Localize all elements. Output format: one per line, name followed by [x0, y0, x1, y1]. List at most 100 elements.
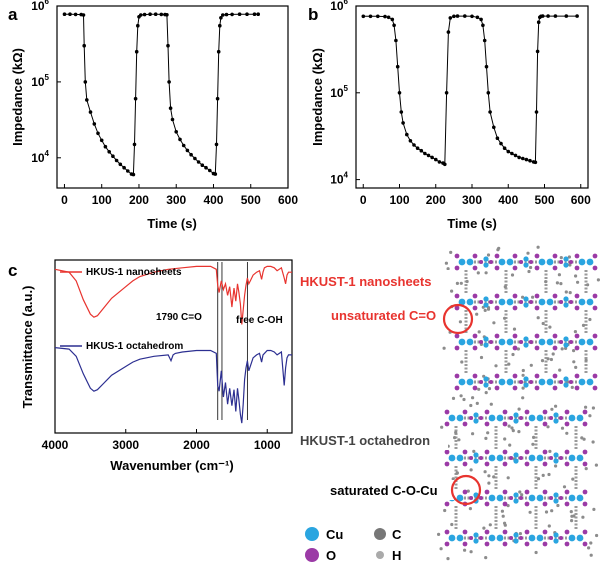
cu-atom [488, 494, 496, 502]
b-point-44 [513, 153, 518, 158]
b-point-13 [408, 139, 413, 143]
o-atom [542, 529, 548, 535]
c-series-line-1 [54, 347, 292, 424]
carbon-atom [546, 425, 550, 429]
cu-atom [578, 338, 586, 346]
b-point-37 [488, 110, 492, 114]
o-atom [444, 449, 450, 455]
cu-atom [458, 338, 466, 346]
b-xtick-label-2: 200 [426, 193, 446, 207]
b-point-39 [495, 136, 500, 140]
a-point-18 [126, 169, 130, 173]
carbon-atom [512, 327, 517, 331]
a-point-37 [174, 130, 178, 134]
o-atom [472, 265, 478, 271]
b-point-35 [484, 64, 489, 69]
o-atom [574, 345, 580, 351]
o-atom [489, 340, 493, 344]
o-atom [524, 489, 530, 495]
b-ytick-exp-1: 5 [344, 84, 349, 93]
legend-h: H [392, 548, 401, 562]
a-xtick-label-4: 400 [203, 193, 223, 207]
o-atom [454, 265, 460, 271]
o-atom [472, 333, 478, 339]
carbon-atom [546, 357, 550, 361]
b-point-41 [502, 146, 507, 150]
b-point-25 [446, 30, 451, 34]
o-atom [479, 536, 483, 540]
o-atom [524, 501, 530, 507]
b-point-48 [528, 158, 532, 163]
o-atom [494, 293, 500, 299]
cu-atom [568, 534, 576, 542]
carbon-atom [475, 401, 479, 405]
h-atom-icon [376, 551, 384, 559]
carbon-atom [551, 352, 555, 356]
o-atom [484, 489, 490, 495]
b-point-28 [455, 14, 460, 18]
b-point-43 [510, 151, 514, 156]
a-point-11 [99, 138, 104, 143]
o-atom [592, 293, 598, 299]
cu-atom [586, 298, 594, 306]
a-point-54 [221, 13, 225, 17]
o-atom [552, 293, 558, 299]
cu-atom [563, 302, 569, 308]
a-point-39 [181, 143, 186, 148]
carbon-atom [486, 431, 490, 435]
o-atom [494, 333, 500, 339]
o-atom [472, 385, 478, 391]
panel-a-ylabel: Impedance (kΩ) [10, 48, 25, 146]
a-series-line-0 [64, 13, 259, 176]
carbon-atom [501, 514, 505, 518]
carbon-atom [486, 253, 491, 257]
cu-atom [483, 376, 489, 382]
carbon-atom [518, 490, 522, 494]
cu-atom [513, 538, 519, 544]
o-atom [559, 496, 563, 500]
carbon-atom [558, 368, 562, 372]
cu-atom [506, 378, 514, 386]
o-atom [502, 409, 508, 415]
o-atom [559, 456, 563, 460]
carbon-atom [508, 443, 512, 447]
o-atom [479, 340, 483, 344]
o-atom [542, 541, 548, 547]
b-point-19 [430, 155, 434, 160]
a-ytick-label-1: 105 [31, 73, 49, 89]
a-ytick-label-0: 104 [31, 149, 49, 165]
cu-atom [563, 262, 569, 268]
o-atom [529, 380, 533, 384]
cu-atom [496, 534, 504, 542]
o-atom [552, 333, 558, 339]
a-point-49 [214, 142, 219, 147]
b-point-50 [533, 160, 538, 165]
o-atom [519, 340, 523, 344]
o-atom [552, 385, 558, 391]
carbon-atom [555, 281, 560, 285]
a-point-16 [118, 162, 123, 167]
o-atom [592, 385, 598, 391]
o-atom [542, 501, 548, 507]
carbon-atom [521, 368, 525, 373]
b-point-33 [481, 23, 485, 28]
b-point-5 [390, 17, 395, 22]
cu-atom [523, 342, 529, 348]
carbon-atom [554, 464, 558, 468]
label-backdrop-bottom [326, 480, 454, 500]
carbon-atom [521, 373, 525, 377]
cu-atom [528, 414, 536, 422]
annotation-c-o: 1790 C=O [156, 312, 202, 323]
o-atom [462, 529, 468, 535]
carbon-atom [459, 394, 463, 398]
cu-atom [528, 534, 536, 542]
highlight-circle-top [442, 303, 474, 335]
carbon-atom [541, 321, 545, 326]
a-ytick-label-2: 106 [31, 0, 49, 13]
cu-atom [483, 342, 489, 348]
o-atom [592, 333, 598, 339]
b-point-12 [405, 132, 409, 137]
carbon-atom [469, 468, 473, 472]
carbon-atom [463, 548, 467, 552]
o-atom [542, 449, 548, 455]
